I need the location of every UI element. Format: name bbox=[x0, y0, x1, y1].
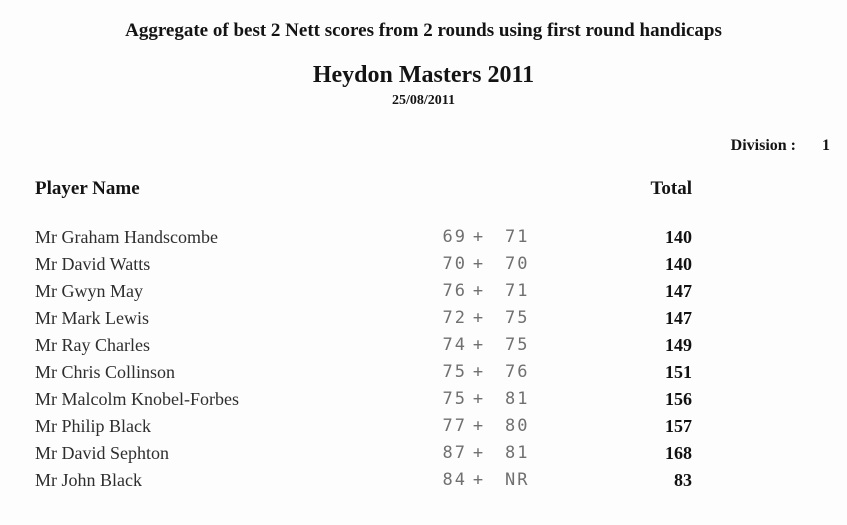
round2-score: 76 bbox=[505, 362, 530, 382]
table-row: Mr Philip Black 77 + 80 157 bbox=[0, 413, 847, 440]
plus-separator: + bbox=[472, 227, 486, 247]
plus-separator: + bbox=[472, 470, 486, 490]
total-header: Total bbox=[650, 178, 692, 199]
event-title: Heydon Masters 2011 bbox=[312, 62, 535, 88]
plus-separator: + bbox=[472, 335, 486, 355]
round1-score: 75 bbox=[442, 362, 467, 382]
division-row: Division : 1 bbox=[731, 137, 830, 155]
table-row: Mr Mark Lewis 72 + 75 147 bbox=[0, 305, 847, 332]
total-score: 149 bbox=[665, 335, 692, 355]
player-name: Mr Malcolm Knobel-Forbes bbox=[35, 389, 239, 409]
player-name: Mr Philip Black bbox=[35, 416, 151, 436]
player-name: Mr Ray Charles bbox=[35, 335, 150, 355]
table-row: Mr John Black 84 + NR 83 bbox=[0, 467, 847, 494]
round2-score: NR bbox=[505, 470, 530, 490]
plus-separator: + bbox=[472, 416, 486, 436]
total-score: 151 bbox=[665, 362, 692, 382]
plus-separator: + bbox=[472, 443, 486, 463]
report-title: Aggregate of best 2 Nett scores from 2 r… bbox=[125, 20, 722, 41]
total-score: 140 bbox=[665, 254, 692, 274]
plus-separator: + bbox=[472, 362, 486, 382]
round1-score: 87 bbox=[442, 443, 467, 463]
round2-score: 70 bbox=[505, 254, 530, 274]
player-name: Mr John Black bbox=[35, 470, 142, 490]
player-name: Mr David Sephton bbox=[35, 443, 169, 463]
event-date: 25/08/2011 bbox=[391, 93, 455, 108]
player-name: Mr Mark Lewis bbox=[35, 308, 149, 328]
table-row: Mr David Watts 70 + 70 140 bbox=[0, 251, 847, 278]
table-row: Mr Gwyn May 76 + 71 147 bbox=[0, 278, 847, 305]
total-score: 147 bbox=[665, 308, 692, 328]
player-name: Mr Gwyn May bbox=[35, 281, 143, 301]
player-name: Mr David Watts bbox=[35, 254, 151, 274]
total-score: 140 bbox=[665, 227, 692, 247]
division-value: 1 bbox=[822, 137, 830, 154]
plus-separator: + bbox=[472, 281, 486, 301]
round2-score: 71 bbox=[505, 227, 530, 247]
round1-score: 69 bbox=[442, 227, 467, 247]
round2-score: 80 bbox=[505, 416, 530, 436]
table-row: Mr Chris Collinson 75 + 76 151 bbox=[0, 359, 847, 386]
total-score: 156 bbox=[665, 389, 692, 409]
plus-separator: + bbox=[472, 389, 486, 409]
total-score: 157 bbox=[665, 416, 692, 436]
total-score: 147 bbox=[665, 281, 692, 301]
round1-score: 74 bbox=[442, 335, 467, 355]
table-row: Mr David Sephton 87 + 81 168 bbox=[0, 440, 847, 467]
player-name: Mr Graham Handscombe bbox=[35, 227, 218, 247]
round1-score: 70 bbox=[442, 254, 467, 274]
table-header: Player Name Total bbox=[0, 178, 847, 202]
round2-score: 75 bbox=[505, 335, 530, 355]
total-score: 83 bbox=[674, 470, 692, 490]
round2-score: 81 bbox=[505, 389, 530, 409]
round2-score: 75 bbox=[505, 308, 530, 328]
table-row: Mr Malcolm Knobel-Forbes 75 + 81 156 bbox=[0, 386, 847, 413]
round1-score: 76 bbox=[442, 281, 467, 301]
table-row: Mr Graham Handscombe 69 + 71 140 bbox=[0, 224, 847, 251]
plus-separator: + bbox=[472, 254, 486, 274]
round1-score: 72 bbox=[442, 308, 467, 328]
division-label: Division : bbox=[730, 137, 796, 154]
player-name-header: Player Name bbox=[35, 178, 140, 199]
player-name: Mr Chris Collinson bbox=[35, 362, 176, 382]
round2-score: 81 bbox=[505, 443, 530, 463]
table-row: Mr Ray Charles 74 + 75 149 bbox=[0, 332, 847, 359]
round2-score: 71 bbox=[505, 281, 530, 301]
plus-separator: + bbox=[472, 308, 486, 328]
score-table: Mr Graham Handscombe 69 + 71 140 Mr Davi… bbox=[0, 224, 847, 494]
round1-score: 75 bbox=[442, 389, 467, 409]
total-score: 168 bbox=[665, 443, 692, 463]
round1-score: 84 bbox=[442, 470, 467, 490]
round1-score: 77 bbox=[442, 416, 467, 436]
